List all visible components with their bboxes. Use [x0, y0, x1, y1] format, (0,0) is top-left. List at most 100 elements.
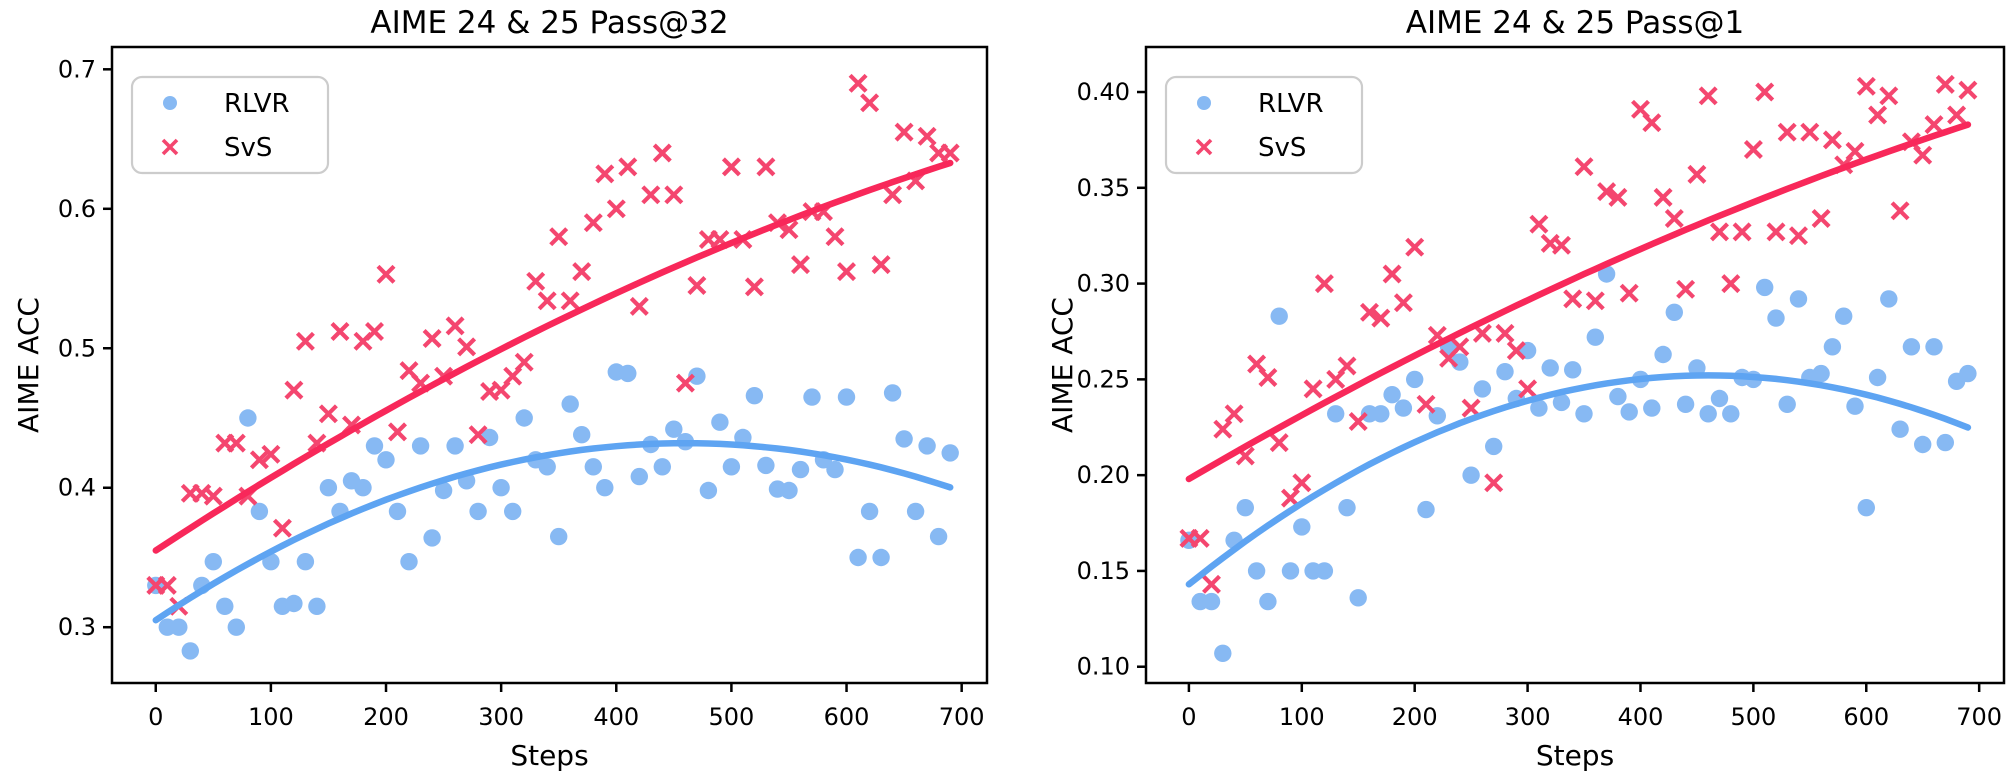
- scatter-point: [239, 409, 257, 427]
- scatter-point: [860, 502, 879, 521]
- scatter-point: [446, 437, 464, 455]
- legend-label: RLVR: [224, 89, 290, 119]
- scatter-point: [584, 458, 602, 476]
- scatter-point: [1495, 323, 1515, 343]
- scatter-point: [295, 331, 315, 351]
- series-rlvr: [147, 363, 959, 660]
- scatter-point: [1292, 473, 1312, 493]
- scatter-point: [1710, 222, 1729, 242]
- scatter-point: [1767, 309, 1785, 327]
- scatter-point: [249, 450, 269, 470]
- scatter-point: [1247, 562, 1266, 580]
- scatter-point: [1269, 433, 1289, 453]
- scatter-point: [791, 460, 810, 479]
- scatter-point: [872, 548, 890, 567]
- scatter-point: [652, 143, 672, 163]
- scatter-point: [1935, 74, 1955, 94]
- scatter-point: [1258, 368, 1278, 387]
- scatter-point: [1857, 499, 1876, 517]
- scatter-point: [376, 264, 396, 284]
- scatter-point: [894, 122, 914, 142]
- scatter-point: [354, 479, 372, 497]
- y-tick-label: 0.40: [1077, 78, 1130, 106]
- scatter-point: [1315, 562, 1334, 580]
- scatter-point: [1202, 592, 1221, 611]
- y-tick-label: 0.7: [58, 55, 96, 83]
- scatter-point: [388, 502, 407, 521]
- scatter-point: [1575, 405, 1593, 423]
- legend-marker-x: [161, 138, 179, 156]
- scatter-point: [1642, 113, 1662, 133]
- scatter-point: [1778, 395, 1796, 413]
- scatter-point: [1868, 368, 1887, 387]
- scatter-point: [1812, 364, 1830, 383]
- scatter-point: [1732, 222, 1752, 242]
- plot-title: AIME 24 & 25 Pass@1: [1406, 5, 1745, 41]
- y-tick-label: 0.15: [1077, 557, 1130, 585]
- scatter-point: [1202, 574, 1221, 594]
- scatter-point: [1947, 105, 1967, 125]
- scatter-point: [1506, 341, 1526, 361]
- scatter-point: [227, 618, 245, 636]
- y-tick-label: 0.25: [1077, 365, 1130, 393]
- x-tick-label: 600: [1843, 703, 1889, 731]
- x-tick-label: 600: [824, 703, 870, 731]
- scatter-point: [1485, 437, 1503, 456]
- x-axis-label: Steps: [510, 739, 588, 772]
- scatter-point: [537, 291, 557, 311]
- scatter-point: [1890, 201, 1910, 221]
- x-tick-label: 500: [709, 703, 755, 731]
- scatter-point: [1958, 80, 1978, 100]
- scatter-point: [711, 413, 729, 431]
- scatter-point: [1281, 562, 1300, 580]
- scatter-point: [780, 481, 798, 500]
- scatter-point: [583, 213, 603, 233]
- x-tick-label: 700: [1956, 703, 2002, 731]
- scatter-point: [319, 479, 338, 497]
- scatter-point: [1214, 644, 1232, 662]
- x-tick-label: 100: [248, 703, 294, 731]
- scatter-point: [1564, 361, 1582, 379]
- scatter-point: [469, 502, 487, 521]
- scatter-point: [445, 316, 465, 336]
- scatter-point: [1879, 86, 1899, 106]
- x-axis-label: Steps: [1536, 739, 1614, 772]
- scatter-point: [653, 458, 671, 476]
- scatter-point: [423, 529, 441, 547]
- y-axis-label: AIME ACC: [1046, 297, 1079, 433]
- scatter-point: [1664, 209, 1684, 228]
- scatter-point: [1585, 291, 1605, 311]
- scatter-point: [675, 373, 695, 393]
- scatter-point: [1643, 399, 1661, 417]
- y-tick-label: 0.4: [58, 474, 96, 502]
- scatter-point: [272, 518, 292, 538]
- scatter-point: [1462, 466, 1480, 484]
- scatter-point: [1822, 130, 1842, 150]
- x-tick-label: 400: [593, 703, 639, 731]
- axes-panel-1: 0 100 200 300 400 500 600 700 0.10 0.15 0.20 0.25 0.…: [1046, 5, 2006, 772]
- scatter-point: [1371, 308, 1391, 328]
- scatter-point: [1574, 157, 1594, 177]
- scatter-point: [318, 404, 338, 424]
- scatter-point: [330, 322, 350, 341]
- scatter-point: [1541, 359, 1559, 377]
- x-tick-label: 0: [1181, 703, 1196, 731]
- scatter-point: [722, 458, 741, 476]
- scatter-point: [619, 364, 637, 383]
- scatter-point: [1654, 345, 1672, 364]
- scatter-point: [1959, 364, 1977, 383]
- scatter-point: [422, 329, 442, 348]
- scatter-point: [1529, 214, 1549, 234]
- scatter-point: [721, 157, 741, 177]
- legend-marker-circle: [1197, 96, 1211, 110]
- scatter-point: [1293, 518, 1311, 536]
- legend-marker-circle: [163, 96, 177, 110]
- scatter-point: [216, 597, 234, 615]
- scatter-point: [803, 388, 821, 406]
- scatter-point: [630, 467, 648, 486]
- scatter-point: [1586, 328, 1605, 346]
- scatter-point: [940, 143, 960, 163]
- scatter-point: [1496, 363, 1514, 381]
- legend: RLVR SvS: [130, 75, 330, 175]
- scatter-point: [1845, 141, 1865, 161]
